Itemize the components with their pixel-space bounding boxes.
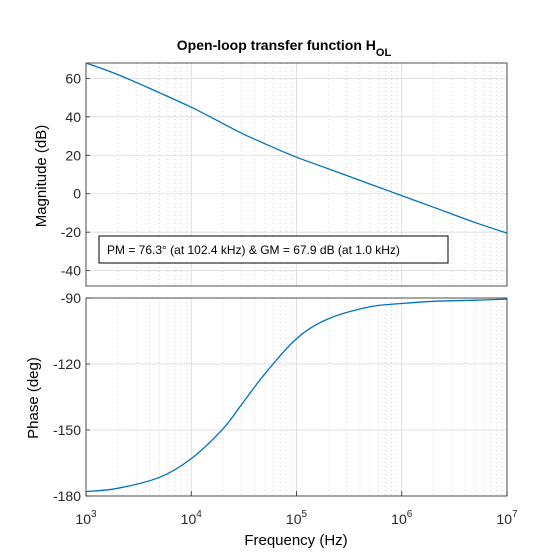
x-tick-label-base: 10 — [496, 511, 512, 527]
y-tick-label: 40 — [65, 109, 81, 125]
axes-frame — [85, 62, 508, 287]
x-tick-label-exponent: 5 — [302, 509, 308, 520]
y-tick-label: -40 — [61, 263, 81, 279]
y-tick-label: 60 — [65, 70, 81, 86]
x-tick-label: 107 — [496, 509, 518, 527]
annotation-text: PM = 76.3° (at 102.4 kHz) & GM = 67.9 dB… — [107, 243, 400, 257]
x-tick-label: 104 — [181, 509, 203, 527]
phase-y-axis-label: Phase (deg) — [25, 357, 42, 439]
x-tick-label-exponent: 3 — [91, 509, 97, 520]
chart-title: Open-loop transfer function HOL — [177, 37, 392, 59]
x-axis-label: Frequency (Hz) — [244, 532, 347, 549]
annotation-frame — [98, 235, 449, 264]
x-tick-label: 103 — [75, 509, 97, 527]
x-tick-label-base: 10 — [75, 511, 91, 527]
x-tick-label-base: 10 — [286, 511, 302, 527]
x-tick-label-exponent: 7 — [512, 509, 518, 520]
x-tick-label: 105 — [286, 509, 308, 527]
y-tick-label: 0 — [73, 186, 81, 202]
y-tick-label: 20 — [65, 147, 81, 163]
margin-annotation-box: PM = 76.3° (at 102.4 kHz) & GM = 67.9 dB… — [98, 235, 449, 264]
x-tick-label-base: 10 — [391, 511, 407, 527]
y-tick-label: -90 — [61, 290, 81, 306]
magnitude-axes: 60 40 20 0 -20 -40 — [61, 62, 508, 287]
series-line — [86, 63, 507, 234]
y-tick-label: -180 — [53, 488, 81, 504]
chart-title-subscript: OL — [376, 47, 392, 59]
y-tick-label: -120 — [53, 356, 81, 372]
x-tick-label-exponent: 4 — [196, 509, 202, 520]
x-tick-label-base: 10 — [181, 511, 197, 527]
x-tick-label-exponent: 6 — [407, 509, 413, 520]
chart-title-main: Open-loop transfer function H — [177, 37, 376, 53]
y-tick-label: -20 — [61, 224, 81, 240]
x-tick-label: 106 — [391, 509, 413, 527]
y-tick-label: -150 — [53, 422, 81, 438]
series-line — [86, 298, 507, 493]
magnitude-y-axis-label: Magnitude (dB) — [33, 125, 50, 228]
